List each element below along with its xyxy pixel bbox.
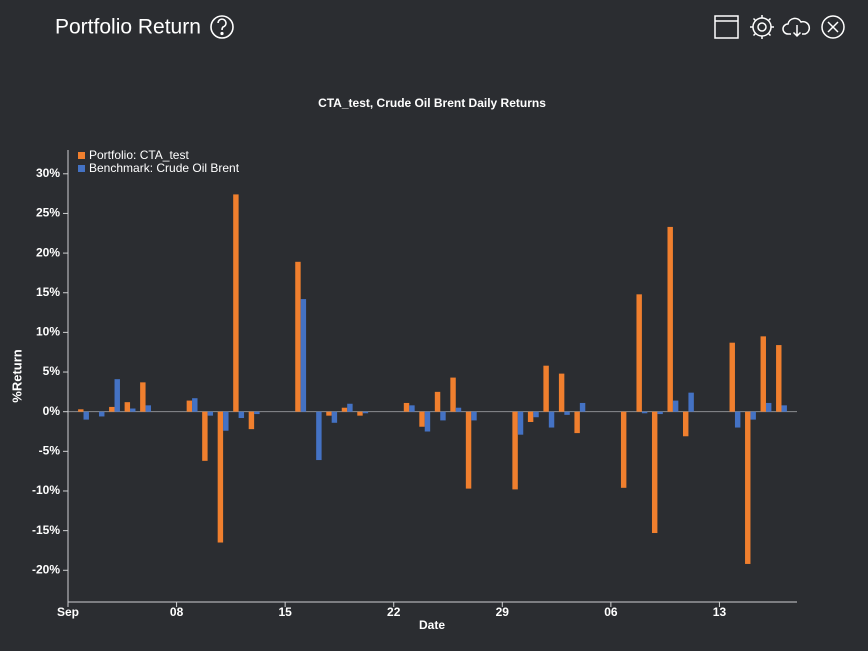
bar	[620, 411, 627, 488]
bar	[78, 409, 84, 412]
bar	[641, 411, 648, 414]
bar	[83, 411, 89, 420]
bar	[636, 294, 642, 412]
bar	[362, 411, 369, 414]
bar	[517, 411, 524, 435]
bar	[300, 299, 307, 412]
chart-title: CTA_test, Crude Oil Brent Daily Returns	[318, 96, 546, 110]
x-axis-label: Date	[419, 618, 445, 632]
bar	[579, 402, 586, 412]
bar	[238, 411, 245, 419]
bar	[729, 342, 735, 412]
bar	[419, 411, 425, 427]
y-tick-label: 25%	[36, 206, 60, 220]
bar	[316, 411, 322, 461]
close-icon[interactable]	[821, 15, 845, 39]
y-tick-label: -10%	[32, 483, 60, 497]
bar	[533, 411, 539, 418]
download-icon[interactable]	[782, 17, 811, 38]
bar	[403, 402, 410, 412]
bar	[409, 405, 415, 412]
bar	[776, 345, 782, 412]
bar	[564, 411, 570, 415]
bar	[114, 379, 120, 412]
bar	[357, 411, 363, 416]
bar	[326, 411, 332, 416]
legend-swatch	[78, 152, 85, 159]
x-tick-label: 22	[387, 605, 401, 619]
bar	[765, 402, 772, 412]
bar	[450, 377, 456, 412]
y-tick-label: -15%	[32, 523, 60, 537]
bar	[745, 411, 751, 564]
x-tick-label: 15	[278, 605, 292, 619]
bar	[341, 407, 348, 412]
x-tick-label: Sep	[57, 605, 79, 619]
bar	[347, 403, 353, 412]
bar	[233, 194, 239, 412]
x-tick-label: 06	[604, 605, 618, 619]
bar	[140, 382, 146, 412]
bar	[574, 411, 580, 434]
settings-icon[interactable]	[750, 15, 774, 39]
bar	[192, 398, 198, 412]
window-icon[interactable]	[714, 15, 739, 39]
bar	[548, 411, 555, 428]
bar	[465, 411, 472, 489]
bar	[223, 411, 229, 431]
legend-label: Portfolio: CTA_test	[89, 148, 189, 162]
bar	[424, 411, 431, 432]
bar	[760, 336, 766, 412]
y-tick-label: 0%	[43, 404, 61, 418]
y-tick-label: 30%	[36, 166, 60, 180]
y-axis-label: %Return	[9, 349, 24, 403]
bar	[331, 411, 338, 423]
bar	[455, 407, 462, 412]
bar	[434, 391, 441, 412]
bar	[248, 411, 255, 430]
bar	[254, 411, 260, 415]
bar	[471, 411, 477, 421]
y-tick-label: 5%	[43, 364, 61, 378]
bar	[440, 411, 446, 421]
x-tick-label: 08	[170, 605, 184, 619]
bar	[651, 411, 658, 534]
y-tick-label: 15%	[36, 285, 60, 299]
bar	[202, 411, 208, 461]
bar	[750, 411, 756, 420]
bar	[207, 411, 214, 416]
bar	[657, 411, 663, 415]
bar	[295, 261, 301, 412]
legend-swatch	[78, 165, 85, 172]
bar	[672, 400, 679, 412]
bar	[130, 408, 136, 412]
bar	[543, 365, 549, 412]
y-tick-label: 10%	[36, 325, 60, 339]
x-tick-label: 29	[496, 605, 510, 619]
bar	[109, 406, 115, 412]
bar	[558, 373, 565, 412]
help-icon[interactable]	[210, 15, 234, 39]
y-tick-label: -5%	[39, 444, 61, 458]
bar	[124, 402, 131, 412]
legend-label: Benchmark: Crude Oil Brent	[89, 161, 240, 175]
bar	[99, 411, 105, 417]
bar	[145, 405, 151, 412]
bar	[217, 411, 224, 543]
bar	[781, 405, 787, 412]
page-title: Portfolio Return	[55, 16, 201, 39]
bar	[527, 411, 534, 422]
bar	[512, 411, 518, 490]
bar	[682, 411, 689, 437]
y-tick-label: -20%	[32, 562, 60, 576]
bar	[734, 411, 741, 428]
bar	[186, 400, 193, 412]
bar	[667, 226, 673, 412]
x-tick-label: 13	[713, 605, 727, 619]
bar	[688, 392, 694, 412]
y-tick-label: 20%	[36, 245, 60, 259]
